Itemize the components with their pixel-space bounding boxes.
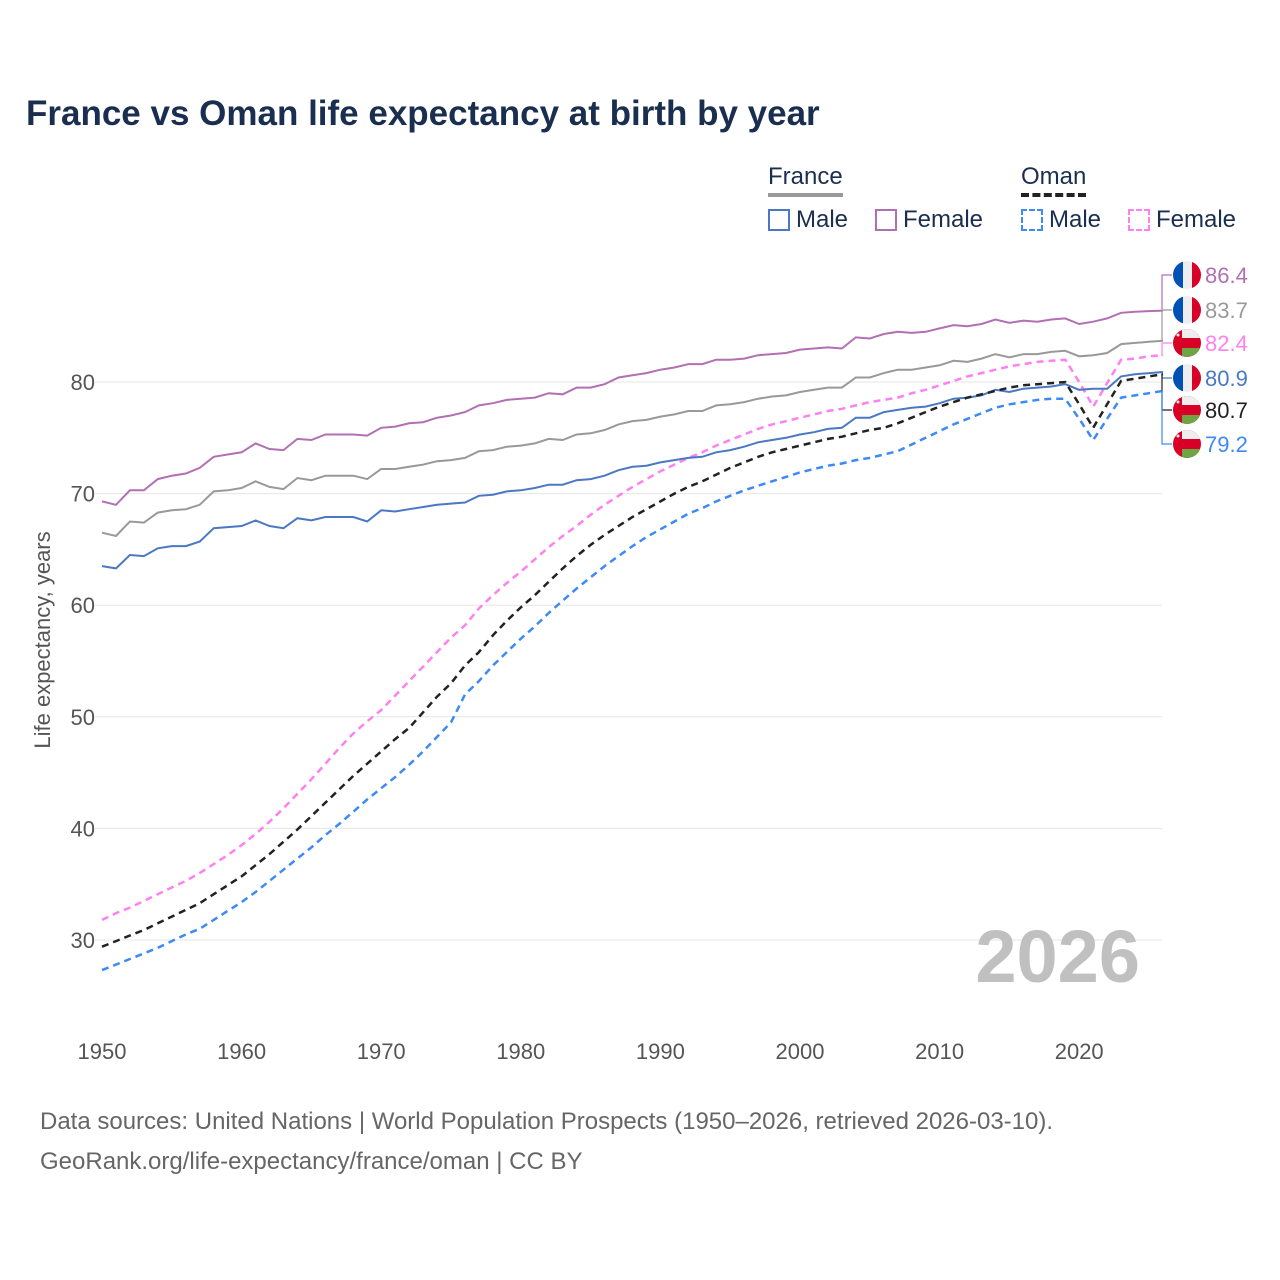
france-flag-icon [1173, 364, 1201, 392]
x-tick-label: 1960 [217, 1039, 266, 1064]
end-value-label: 79.2 [1205, 432, 1248, 457]
series-line-france-total [101, 339, 1164, 538]
legend-oman-male[interactable]: Male [1021, 206, 1101, 234]
end-value-label: 80.7 [1205, 398, 1248, 423]
legend-swatch [1128, 209, 1150, 231]
legend-oman-label: Oman [1021, 163, 1087, 190]
legend-label: Female [903, 206, 984, 233]
france-flag-icon [1173, 296, 1201, 324]
end-connector [1161, 274, 1172, 312]
y-tick-label: 70 [71, 482, 95, 507]
legend-france-female[interactable]: Female [875, 206, 983, 234]
end-connector [1161, 390, 1172, 445]
legend-france-male[interactable]: Male [768, 206, 848, 234]
legend-label: Male [796, 206, 849, 233]
legend-swatch [768, 209, 790, 231]
legend-oman-title: Oman [1021, 163, 1087, 197]
x-tick-label: 1970 [357, 1039, 406, 1064]
x-tick-label: 1990 [636, 1039, 685, 1064]
chart-title: France vs Oman life expectancy at birth … [26, 94, 820, 133]
y-tick-label: 80 [71, 370, 95, 395]
x-tick-label: 1980 [496, 1039, 545, 1064]
legend-oman-female[interactable]: Female [1128, 206, 1236, 234]
legend-label: Male [1049, 206, 1102, 233]
end-connector [1161, 309, 1172, 342]
end-value-label: 83.7 [1205, 298, 1248, 323]
y-tick-label: 50 [71, 705, 95, 730]
oman-flag-icon [1173, 329, 1201, 357]
oman-flag-icon [1173, 396, 1201, 424]
series-line-france-male [101, 371, 1164, 570]
france-flag-icon [1173, 261, 1201, 289]
end-connector [1161, 342, 1172, 356]
legend-swatch [875, 209, 897, 231]
end-value-label: 82.4 [1205, 331, 1248, 356]
legend-france-title: France [768, 163, 843, 197]
y-axis-label: Life expectancy, years [30, 531, 55, 748]
oman-flag-icon [1173, 430, 1201, 458]
x-tick-label: 2020 [1055, 1039, 1104, 1064]
footer-url[interactable]: GeoRank.org/life-expectancy/france/oman … [40, 1148, 583, 1175]
y-tick-label: 30 [71, 928, 95, 953]
legend-france-line [768, 193, 843, 197]
legend-label: Female [1156, 206, 1237, 233]
series-line-oman-male [101, 389, 1164, 972]
y-tick-label: 40 [71, 816, 95, 841]
y-tick-label: 60 [71, 593, 95, 618]
footer-source: Data sources: United Nations | World Pop… [40, 1108, 1054, 1135]
series-line-france-female [101, 309, 1164, 506]
legend-france-label: France [768, 163, 843, 190]
x-tick-label: 2010 [915, 1039, 964, 1064]
legend-oman-line [1021, 193, 1087, 197]
legend-swatch [1021, 209, 1043, 231]
series-line-oman-female [101, 353, 1164, 922]
series-line-oman-total [101, 372, 1164, 948]
x-tick-label: 1950 [78, 1039, 127, 1064]
end-value-label: 80.9 [1205, 366, 1248, 391]
end-connector [1161, 371, 1172, 379]
end-connector [1161, 373, 1172, 411]
year-watermark: 2026 [975, 915, 1140, 998]
end-value-label: 86.4 [1205, 263, 1248, 288]
x-tick-label: 2000 [776, 1039, 825, 1064]
